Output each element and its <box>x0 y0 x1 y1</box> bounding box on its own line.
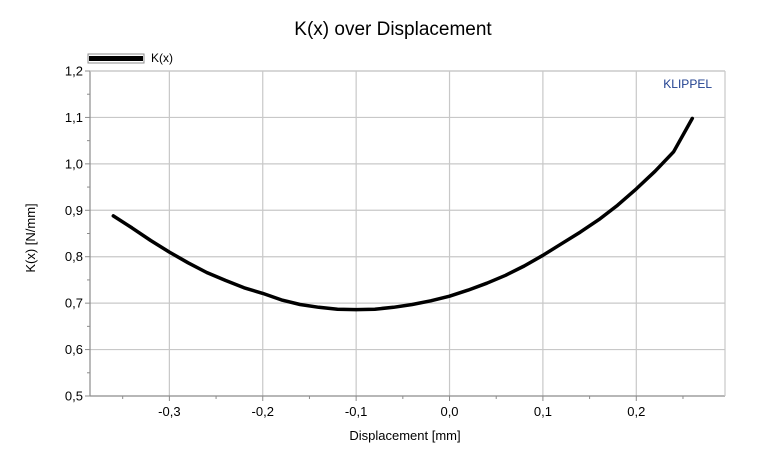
x-tick-label: -0,1 <box>345 404 367 419</box>
y-tick-label: 1,2 <box>65 64 83 79</box>
series-line-kx <box>111 116 695 312</box>
x-axis-label: Displacement [mm] <box>349 428 460 443</box>
x-tick-label: 0,2 <box>627 404 645 419</box>
y-tick-label: 0,6 <box>65 342 83 357</box>
x-tick-label: -0,2 <box>252 404 274 419</box>
legend: K(x) <box>87 51 173 65</box>
ticks: 0,5 0,6 0,7 0,8 0,9 1,0 1,1 1,2 -0,3 -0,2 -0,1 0,0 0… <box>65 64 684 419</box>
klippel-brand-label: KLIPPEL <box>663 77 712 91</box>
y-tick-label: 0,5 <box>65 389 83 404</box>
chart-title: K(x) over Displacement <box>294 19 492 40</box>
x-tick-label: 0,1 <box>534 404 552 419</box>
series <box>111 116 695 312</box>
y-tick-label: 0,7 <box>65 296 83 311</box>
y-axis-label: K(x) [N/mm] <box>23 203 38 272</box>
x-tick-label: 0,0 <box>440 404 458 419</box>
x-tick-label: -0,3 <box>158 404 180 419</box>
y-tick-label: 1,1 <box>65 110 83 125</box>
axes <box>89 70 726 397</box>
y-tick-label: 1,0 <box>65 156 83 171</box>
grid <box>90 70 725 396</box>
legend-label-kx: K(x) <box>151 51 173 65</box>
y-tick-label: 0,9 <box>65 203 83 218</box>
y-tick-label: 0,8 <box>65 249 83 264</box>
